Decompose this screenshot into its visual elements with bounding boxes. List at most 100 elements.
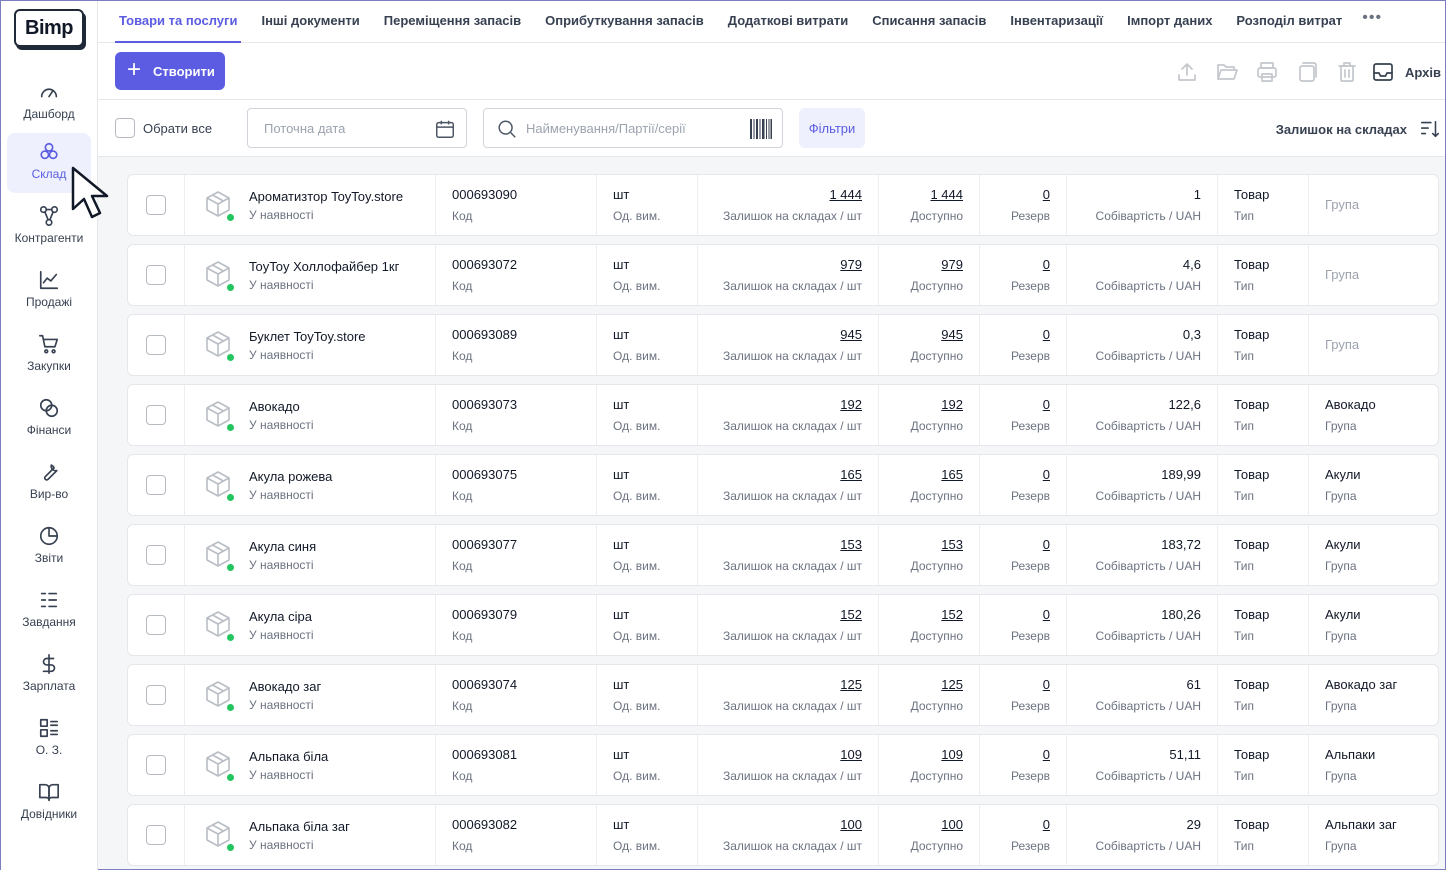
- tabs-more-button[interactable]: •••: [1362, 9, 1383, 26]
- available-value-link[interactable]: 125: [941, 677, 963, 692]
- reserve-value-link[interactable]: 0: [1042, 397, 1050, 412]
- calendar-icon[interactable]: [434, 118, 456, 140]
- available-value-link[interactable]: 192: [941, 397, 963, 412]
- date-field[interactable]: Поточна дата: [247, 108, 467, 148]
- sidebar-item-purchases[interactable]: Закупки: [7, 325, 91, 385]
- available-value-link[interactable]: 945: [941, 327, 963, 342]
- product-name[interactable]: Ароматизтор ToyToy.store: [249, 189, 404, 204]
- stock-value-link[interactable]: 153: [840, 537, 862, 552]
- stock-value-link[interactable]: 945: [840, 327, 862, 342]
- sidebar-item-directories[interactable]: Довідники: [7, 773, 91, 833]
- sidebar-item-salary[interactable]: Зарплата: [7, 645, 91, 705]
- sidebar-item-contractors[interactable]: Контрагенти: [7, 197, 91, 257]
- sidebar-item-warehouse[interactable]: Склад: [7, 133, 91, 193]
- tab-cost-allocation[interactable]: Розподіл витрат: [1236, 13, 1343, 28]
- product-row[interactable]: Акула рожева У наявності 000693075 Код ш…: [127, 454, 1439, 516]
- row-checkbox[interactable]: [146, 755, 166, 775]
- barcode-icon[interactable]: [750, 119, 772, 139]
- available-value-link[interactable]: 109: [941, 747, 963, 762]
- reserve-value-link[interactable]: 0: [1042, 187, 1050, 202]
- reserve-value-link[interactable]: 0: [1042, 607, 1050, 622]
- product-row[interactable]: Альпака біла заг У наявності 000693082 К…: [127, 804, 1439, 866]
- reserve-value-link[interactable]: 0: [1042, 817, 1050, 832]
- product-name[interactable]: Авокадо заг: [249, 679, 322, 694]
- tab-stock-writeoffs[interactable]: Списання запасів: [872, 13, 987, 28]
- trash-icon[interactable]: [1335, 60, 1359, 84]
- product-row[interactable]: Авокадо У наявності 000693073 Код шт Од.…: [127, 384, 1439, 446]
- product-row[interactable]: Акула синя У наявності 000693077 Код шт …: [127, 524, 1439, 586]
- product-row[interactable]: Авокадо заг У наявності 000693074 Код шт…: [127, 664, 1439, 726]
- product-row[interactable]: Ароматизтор ToyToy.store У наявності 000…: [127, 174, 1439, 236]
- stock-value-link[interactable]: 109: [840, 747, 862, 762]
- stock-sort-button[interactable]: Залишок на складах: [1276, 118, 1441, 140]
- product-row[interactable]: Буклет ToyToy.store У наявності 00069308…: [127, 314, 1439, 376]
- tab-data-import[interactable]: Імпорт даних: [1127, 13, 1213, 28]
- sidebar-item-sales[interactable]: Продажі: [7, 261, 91, 321]
- available-value-link[interactable]: 165: [941, 467, 963, 482]
- sidebar-item-production[interactable]: Вир-во: [7, 453, 91, 513]
- row-checkbox[interactable]: [146, 265, 166, 285]
- sidebar-item-tasks[interactable]: Завдання: [7, 581, 91, 641]
- row-checkbox[interactable]: [146, 475, 166, 495]
- product-name[interactable]: Акула рожева: [249, 469, 333, 484]
- row-checkbox[interactable]: [146, 545, 166, 565]
- checkbox[interactable]: [115, 118, 135, 138]
- reserve-value-link[interactable]: 0: [1042, 747, 1050, 762]
- product-name[interactable]: Альпака біла: [249, 749, 329, 764]
- row-checkbox[interactable]: [146, 825, 166, 845]
- search-input[interactable]: Найменування/Партії/серії: [483, 108, 783, 148]
- tab-inventories[interactable]: Інвентаризації: [1010, 13, 1104, 28]
- sidebar-item-reports[interactable]: Звіти: [7, 517, 91, 577]
- product-name[interactable]: Альпака біла заг: [249, 819, 350, 834]
- available-value-link[interactable]: 153: [941, 537, 963, 552]
- select-all-checkbox[interactable]: Обрати все: [115, 118, 212, 138]
- available-value-link[interactable]: 100: [941, 817, 963, 832]
- product-name[interactable]: Авокадо: [249, 399, 300, 414]
- filters-button[interactable]: Фільтри: [799, 108, 865, 148]
- stock-value-link[interactable]: 979: [840, 257, 862, 272]
- stock-value-link[interactable]: 152: [840, 607, 862, 622]
- product-row[interactable]: Акула сіра У наявності 000693079 Код шт …: [127, 594, 1439, 656]
- stock-value-link[interactable]: 165: [840, 467, 862, 482]
- export-icon[interactable]: [1175, 60, 1199, 84]
- row-checkbox[interactable]: [146, 195, 166, 215]
- row-checkbox[interactable]: [146, 405, 166, 425]
- product-name[interactable]: ToyToy Холлофайбер 1кг: [249, 259, 400, 274]
- archive-button[interactable]: Архів: [1371, 60, 1441, 84]
- product-unit: шт: [613, 747, 630, 762]
- reserve-value-link[interactable]: 0: [1042, 257, 1050, 272]
- stock-value-link[interactable]: 1 444: [829, 187, 862, 202]
- reserve-value-link[interactable]: 0: [1042, 327, 1050, 342]
- folder-open-icon[interactable]: [1215, 60, 1239, 84]
- tab-goods-services[interactable]: Товари та послуги: [115, 1, 242, 43]
- sidebar-item-finance[interactable]: Фінанси: [7, 389, 91, 449]
- stock-value-link[interactable]: 100: [840, 817, 862, 832]
- copy-icon[interactable]: [1295, 60, 1319, 84]
- tab-additional-costs[interactable]: Додаткові витрати: [727, 13, 849, 28]
- print-icon[interactable]: [1255, 60, 1279, 84]
- product-row[interactable]: Альпака біла У наявності 000693081 Код ш…: [127, 734, 1439, 796]
- stock-value-link[interactable]: 125: [840, 677, 862, 692]
- reserve-value-link[interactable]: 0: [1042, 467, 1050, 482]
- bimp-logo[interactable]: Bimp: [14, 9, 84, 47]
- tab-stock-receipts[interactable]: Оприбуткування запасів: [545, 13, 704, 28]
- code-label: Код: [452, 559, 473, 573]
- sidebar-item-fixed-assets[interactable]: О. З.: [7, 709, 91, 769]
- product-row[interactable]: ToyToy Холлофайбер 1кг У наявності 00069…: [127, 244, 1439, 306]
- reserve-value-link[interactable]: 0: [1042, 677, 1050, 692]
- reserve-value-link[interactable]: 0: [1042, 537, 1050, 552]
- sidebar-item-dashboard[interactable]: Дашборд: [7, 73, 91, 133]
- row-checkbox[interactable]: [146, 335, 166, 355]
- row-checkbox[interactable]: [146, 615, 166, 635]
- available-value-link[interactable]: 1 444: [930, 187, 963, 202]
- product-name[interactable]: Буклет ToyToy.store: [249, 329, 366, 344]
- product-name[interactable]: Акула сіра: [249, 609, 312, 624]
- available-value-link[interactable]: 979: [941, 257, 963, 272]
- product-name[interactable]: Акула синя: [249, 539, 317, 554]
- row-checkbox[interactable]: [146, 685, 166, 705]
- stock-value-link[interactable]: 192: [840, 397, 862, 412]
- tab-stock-transfers[interactable]: Переміщення запасів: [383, 13, 522, 28]
- tab-other-documents[interactable]: Інші документи: [261, 13, 360, 28]
- create-button[interactable]: + Створити: [115, 52, 225, 90]
- available-value-link[interactable]: 152: [941, 607, 963, 622]
